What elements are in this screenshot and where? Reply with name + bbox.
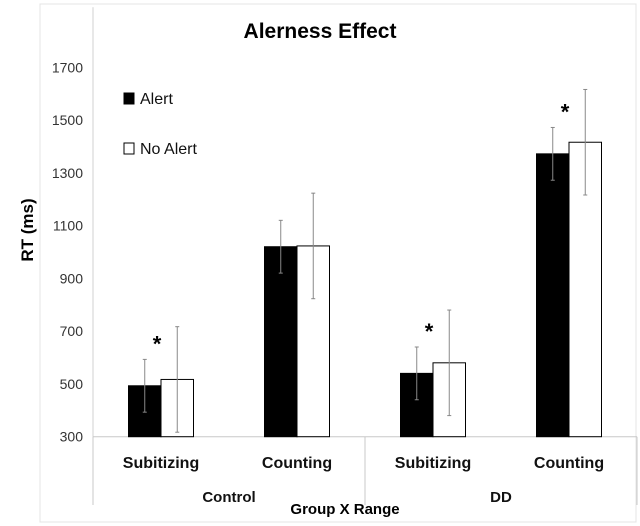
y-tick-label: 300 bbox=[60, 429, 84, 445]
significance-marker: * bbox=[425, 319, 434, 344]
y-tick-label: 700 bbox=[60, 323, 84, 339]
significance-marker: * bbox=[153, 331, 162, 356]
x-tick-label: Subitizing bbox=[395, 455, 471, 472]
group-label: Control bbox=[202, 489, 255, 506]
y-tick-label: 500 bbox=[60, 376, 84, 392]
y-tick-label: 1500 bbox=[52, 112, 83, 128]
chart-border bbox=[39, 3, 637, 523]
legend-swatch-no-alert bbox=[123, 142, 135, 155]
y-tick-label: 1300 bbox=[52, 165, 83, 181]
legend-label: Alert bbox=[140, 91, 173, 108]
legend-label: No Alert bbox=[140, 141, 197, 158]
y-tick-label: 1100 bbox=[53, 218, 83, 234]
legend-swatch-alert bbox=[123, 92, 135, 105]
y-tick-label: 1700 bbox=[52, 59, 83, 75]
y-tick-label: 900 bbox=[60, 270, 84, 286]
x-tick-label: Counting bbox=[262, 455, 332, 472]
group-label: DD bbox=[490, 489, 512, 506]
chart-title: Alerness Effect bbox=[244, 20, 397, 43]
y-axis-title: RT (ms) bbox=[18, 198, 37, 261]
x-tick-label: Subitizing bbox=[123, 455, 199, 472]
x-tick-label: Counting bbox=[534, 455, 604, 472]
significance-marker: * bbox=[561, 99, 570, 124]
bar-alert bbox=[264, 246, 298, 438]
bar-alert bbox=[536, 153, 570, 438]
x-axis-title: Group X Range bbox=[290, 501, 399, 518]
